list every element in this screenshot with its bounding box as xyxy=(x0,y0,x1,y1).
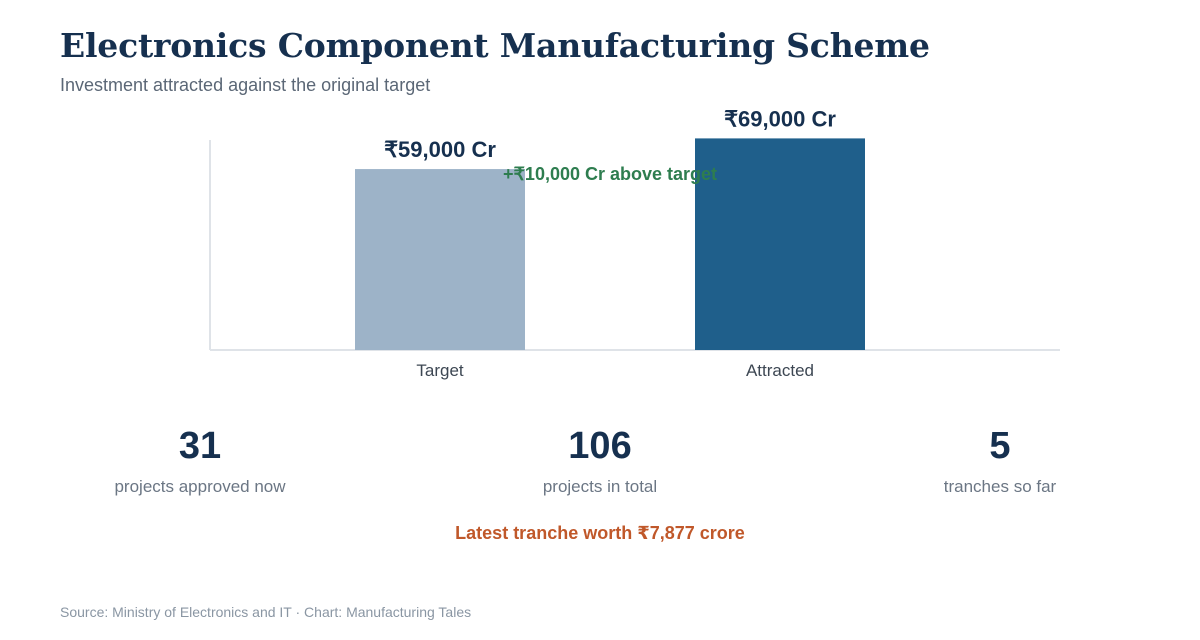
bar-value-label: ₹69,000 Cr xyxy=(724,106,836,131)
stat-label: tranches so far xyxy=(943,477,1057,496)
bar-chart: ₹59,000 Cr Target ₹69,000 Cr Attracted +₹10… xyxy=(209,106,1060,380)
difference-annotation: +₹10,000 Cr above target xyxy=(503,164,717,184)
stat-card-tranches: 5 tranches so far xyxy=(870,420,1130,497)
category-label: Target xyxy=(416,361,464,380)
chart-subtitle: Investment attracted against the origina… xyxy=(60,75,431,95)
stat-label: projects approved now xyxy=(114,477,286,496)
bar-attracted xyxy=(695,138,865,350)
source-credit: Source: Ministry of Electronics and IT ·… xyxy=(60,604,472,620)
chart-title: Electronics Component Manufacturing Sche… xyxy=(60,26,930,65)
bar-group: ₹59,000 Cr Target ₹69,000 Cr Attracted xyxy=(355,106,865,380)
stat-value: 5 xyxy=(989,425,1011,467)
stat-card-total: 106 projects in total xyxy=(470,420,730,497)
bar-value-label: ₹59,000 Cr xyxy=(384,137,496,162)
stat-label: projects in total xyxy=(542,477,658,496)
latest-tranche-note: Latest tranche worth ₹7,877 crore xyxy=(455,523,745,543)
stat-value: 106 xyxy=(568,425,632,467)
bar-target xyxy=(355,169,525,350)
stat-value: 31 xyxy=(178,425,222,467)
stat-card-approved: 31 projects approved now xyxy=(70,420,330,497)
category-label: Attracted xyxy=(746,361,814,380)
